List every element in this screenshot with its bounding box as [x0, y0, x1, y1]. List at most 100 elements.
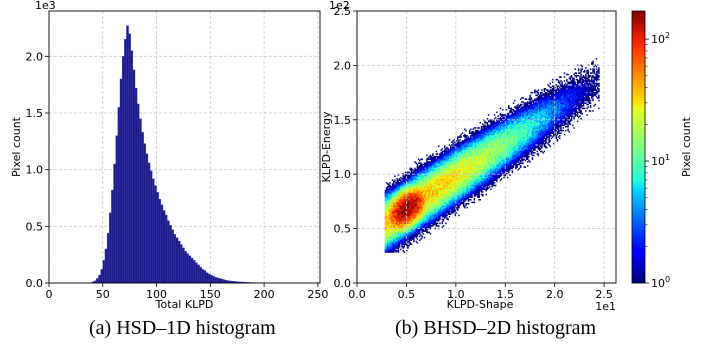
y-tick-label: 1.5 [26, 107, 44, 120]
histogram-bar [212, 276, 214, 283]
heatmap-cell [458, 215, 459, 217]
heatmap-cell [453, 139, 454, 141]
histogram-bar [223, 280, 225, 283]
histogram-bar [210, 275, 212, 283]
histogram-bar [154, 186, 156, 283]
histogram-bar [191, 258, 193, 283]
heatmap-cell [475, 127, 476, 129]
histogram-bar [172, 230, 174, 283]
histogram-bar [197, 265, 199, 283]
histogram-bar [118, 107, 120, 283]
histogram-bar [148, 163, 150, 283]
histogram-bar [120, 79, 122, 283]
histogram-bar [157, 192, 159, 283]
heatmap-cell [421, 236, 422, 238]
histogram-bar [165, 215, 167, 283]
histogram-bar [189, 256, 191, 283]
histogram-y-ticks: 0.00.51.01.52.0 [26, 50, 50, 290]
histogram-bar [206, 273, 208, 283]
histogram-bar [187, 254, 189, 283]
histogram-panel: 0 50 100 150 200 250 0.00.51.01.52.0 1e3 Tota… [10, 0, 328, 311]
histogram-bar [152, 179, 154, 283]
histogram-bar [169, 225, 171, 283]
histogram-bar [109, 213, 111, 283]
histogram-bar [111, 190, 113, 283]
heatmap-cell [430, 233, 431, 235]
histogram-bar [146, 154, 148, 283]
heatmap-cell [474, 202, 475, 204]
heatmap-cell [443, 225, 444, 227]
histogram-bar [150, 171, 152, 283]
heatmap-cell [461, 136, 462, 138]
histogram-bar [219, 278, 221, 283]
histogram-bar [167, 221, 169, 283]
histogram-bar [101, 269, 103, 283]
heatmap-cell [449, 139, 450, 141]
heatmap-cell [465, 130, 466, 132]
heatmap-cell [417, 242, 418, 244]
histogram-bar [221, 279, 223, 283]
histogram-bar [139, 119, 141, 283]
histogram-bar [96, 278, 98, 283]
histogram-bar [126, 26, 128, 283]
heatmap-cell [448, 219, 449, 221]
histogram-bar [185, 251, 187, 283]
heatmap-cell [417, 238, 418, 240]
heatmap-cell [438, 145, 439, 147]
histogram-x-label: Total KLPD [155, 298, 214, 311]
histogram-bar [131, 51, 133, 283]
histogram-bar [178, 241, 180, 283]
heatmap-cell [432, 153, 433, 155]
histogram-bar [133, 70, 135, 283]
histogram-bar [103, 260, 105, 283]
histogram-bar [129, 34, 131, 283]
heatmap-cell [488, 114, 489, 116]
heatmap-cell [474, 198, 475, 200]
heatmap-cell [482, 194, 483, 196]
heatmap-cell [468, 203, 469, 205]
histogram-bar [215, 277, 217, 283]
heatmap-cell [389, 182, 390, 184]
histogram-bar [135, 88, 137, 283]
heatmap-cell [423, 233, 424, 235]
heatmap-cell [437, 153, 438, 155]
histogram-bar [141, 132, 143, 283]
heatmap-cell [438, 225, 439, 227]
heatmap-cell [442, 148, 443, 150]
x-tick-label: 200 [254, 288, 275, 301]
heatmap-cell [444, 145, 445, 147]
y-tick-label: 2.0 [26, 50, 44, 63]
heatmap-panel: 0.0 0.5 1.0 1.5 2.0 2.5 0.00.51.01.52.02.5 1e… [320, 0, 616, 313]
x-tick-label: 50 [96, 288, 110, 301]
histogram-bar [137, 104, 139, 283]
heatmap-cell [424, 237, 425, 239]
histogram-bar [176, 238, 178, 283]
heatmap-cell [470, 199, 471, 201]
heatmap-cell [486, 194, 487, 196]
heatmap-cell [394, 176, 395, 178]
heatmap-cell [394, 179, 395, 181]
heatmap-cell [489, 186, 490, 188]
heatmap-cell [449, 216, 450, 218]
histogram-bar [107, 233, 109, 283]
histogram-bar [200, 267, 202, 283]
x-tick-label: 250 [307, 288, 328, 301]
heatmap-cell [480, 122, 481, 124]
histogram-bar [124, 39, 126, 283]
y-tick-label: 0.0 [26, 277, 44, 290]
histogram-bar [217, 278, 219, 283]
histogram-bar [144, 144, 146, 283]
histogram-bar [114, 164, 116, 283]
histogram-bar [98, 275, 100, 283]
histogram-bar [182, 248, 184, 283]
histogram-bar [208, 274, 210, 283]
heatmap-cell [470, 129, 471, 131]
histogram-plot-area [49, 11, 320, 283]
heatmap-cell [404, 251, 405, 253]
heatmap-cell [439, 223, 440, 225]
heatmap-cell [490, 189, 491, 191]
histogram-bar [204, 271, 206, 283]
heatmap-cell [459, 139, 460, 141]
heatmap-cell [462, 132, 463, 134]
